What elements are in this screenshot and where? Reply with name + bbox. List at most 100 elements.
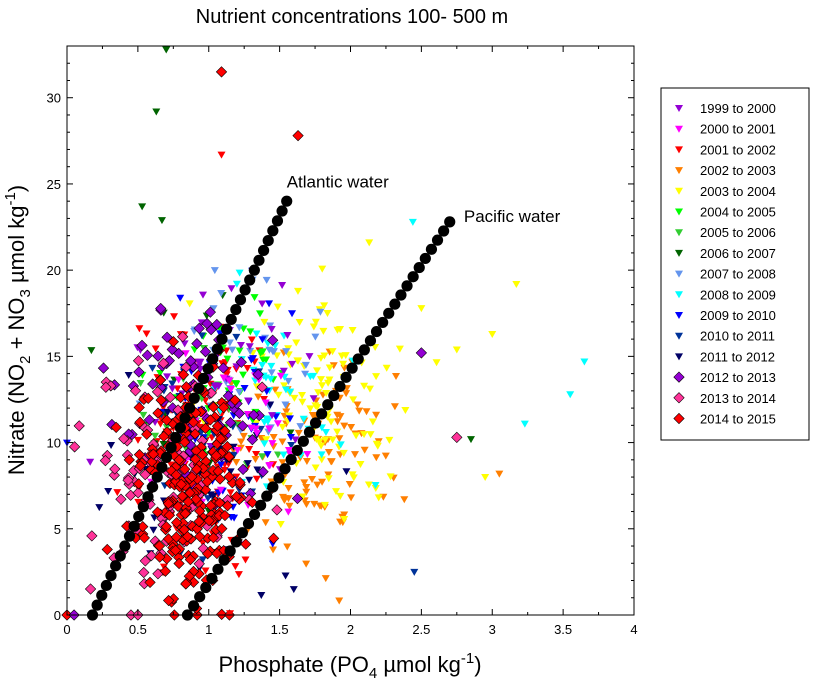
data-point [123,454,135,466]
data-point [293,287,302,295]
reference-point [364,335,377,347]
data-point [263,451,272,459]
data-point [283,543,292,551]
data-point [333,428,342,436]
data-point [221,440,233,453]
data-point [225,377,234,385]
data-point [292,339,301,347]
data-point [327,418,336,426]
data-point [210,450,222,462]
data-point [241,556,250,564]
reference-point [248,264,260,276]
reference-point [370,325,383,338]
data-point [265,425,274,433]
reference-point [419,252,431,265]
legend-label: 2010 to 2011 [700,329,775,344]
data-point [141,349,154,361]
reference-point [207,353,219,365]
data-point [144,576,156,589]
data-point [196,423,205,431]
data-point [215,433,227,445]
data-point [232,459,241,467]
data-point [333,411,342,419]
data-point [218,401,230,414]
data-point [182,496,194,508]
data-point [452,346,461,354]
data-point [239,371,248,379]
data-point [257,466,269,478]
reference-point [316,408,328,420]
data-point [151,386,164,398]
data-point [520,420,529,428]
y-tick-label: 15 [47,349,61,364]
data-point [298,493,307,501]
data-point [209,305,218,313]
data-point [314,389,323,397]
data-point [260,318,269,326]
data-point [292,130,304,142]
data-point [250,294,259,302]
data-point [219,425,231,437]
data-point [313,481,322,489]
data-point [129,385,142,397]
data-point [247,336,256,344]
data-point [193,322,205,334]
data-point [118,433,130,445]
data-point [276,521,285,529]
data-point [328,348,337,356]
data-point [189,428,201,440]
data-point [191,463,203,475]
data-point [134,416,146,428]
data-point [215,66,228,78]
data-point [230,490,243,503]
data-point [415,347,427,359]
data-point [209,492,218,500]
data-point [417,305,426,313]
data-point [281,401,290,409]
data-point [295,318,304,326]
data-point [227,386,236,394]
data-point [186,471,198,483]
data-point [349,474,358,482]
data-point [288,310,297,318]
y-axis-label: Nitrate (NO2 + NO3 µmol kg-1) [2,185,34,475]
data-point [481,474,490,482]
reference-point [309,417,322,429]
data-point [162,497,175,510]
reference-point [193,382,205,394]
legend-label: 2002 to 2003 [700,163,776,178]
reference-point [221,323,233,335]
legend-marker [675,146,683,154]
data-point [251,456,260,464]
data-point [151,432,160,440]
data-point [312,367,321,375]
data-point [316,308,325,316]
data-point [219,374,228,382]
data-point [134,460,146,472]
data-point [194,358,203,366]
data-point [138,203,147,211]
data-point [231,380,240,388]
reference-point [200,581,212,594]
data-point [451,431,463,444]
data-point [173,557,185,570]
data-point [222,347,231,355]
reference-point [202,363,214,375]
data-point [201,548,214,560]
data-point [272,352,281,360]
data-point [84,583,97,595]
data-point [152,407,164,419]
data-point [243,460,252,468]
data-point [320,501,329,509]
reference-point [438,225,450,237]
x-tick-label: 0 [63,622,70,637]
data-point [287,441,296,449]
reference-point [197,372,210,385]
data-point [245,476,254,484]
data-point [267,369,276,377]
data-point [226,610,235,618]
data-point [177,331,189,343]
annotation-label: Pacific water [464,207,561,226]
reference-point [128,520,140,532]
reference-point [271,215,284,227]
